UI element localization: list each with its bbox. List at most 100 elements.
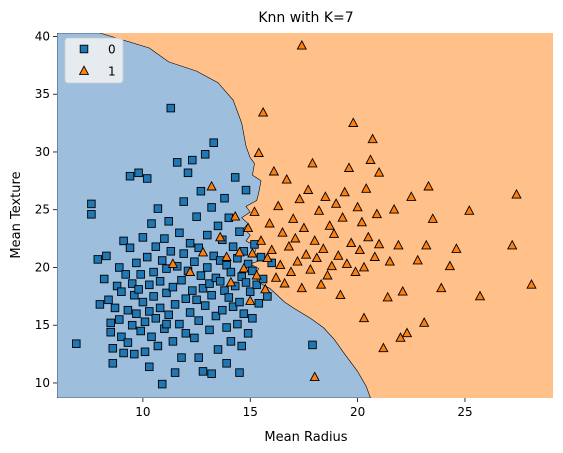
point-class-1 [341, 258, 353, 268]
y-tick-label: 20 [35, 260, 50, 274]
point-class-1 [215, 231, 226, 242]
point-class-1 [350, 266, 361, 276]
point-class-0 [179, 249, 188, 258]
point-class-1 [296, 282, 307, 293]
point-class-0 [252, 280, 261, 290]
point-class-1 [262, 252, 273, 263]
point-class-0 [200, 301, 210, 310]
x-axis-label: Mean Radius [264, 430, 347, 445]
point-class-0 [188, 286, 197, 295]
point-class-0 [138, 233, 148, 242]
point-class-0 [127, 279, 137, 288]
point-class-0 [130, 290, 139, 300]
point-class-0 [160, 234, 169, 243]
point-class-0 [157, 379, 167, 389]
series-1 [167, 39, 537, 382]
point-class-0 [213, 221, 223, 231]
point-class-0 [177, 353, 186, 362]
point-class-1 [247, 247, 258, 258]
point-class-1 [251, 269, 262, 280]
x-tick-label: 10 [135, 405, 150, 419]
point-class-0 [102, 251, 111, 261]
legend-label-0: 0 [108, 43, 116, 57]
point-class-0 [233, 319, 242, 329]
point-class-0 [235, 368, 244, 377]
point-class-0 [106, 327, 115, 337]
point-class-0 [222, 323, 231, 332]
point-class-1 [326, 260, 337, 271]
legend-box [64, 37, 124, 84]
point-class-0 [142, 252, 152, 262]
point-class-0 [147, 219, 156, 228]
point-class-1 [309, 371, 320, 382]
point-class-0 [168, 282, 178, 292]
point-class-0 [132, 258, 141, 268]
point-class-0 [119, 348, 128, 358]
point-class-0 [263, 292, 272, 301]
point-class-0 [155, 303, 165, 313]
point-class-0 [117, 287, 126, 296]
series-0 [72, 103, 317, 389]
point-class-1 [423, 180, 434, 191]
point-class-0 [241, 278, 251, 287]
point-class-1 [358, 261, 370, 272]
point-class-1 [268, 165, 280, 176]
point-class-1 [406, 191, 417, 201]
point-class-0 [172, 158, 182, 167]
point-class-0 [108, 359, 118, 368]
point-class-0 [183, 168, 193, 178]
point-class-1 [257, 106, 269, 117]
point-class-1 [343, 162, 355, 172]
point-class-0 [200, 150, 210, 159]
point-class-1 [330, 198, 342, 208]
point-class-0 [185, 308, 195, 317]
point-class-0 [196, 186, 206, 196]
point-class-0 [198, 367, 208, 376]
point-class-0 [112, 281, 122, 291]
point-class-0 [205, 279, 214, 288]
point-class-1 [393, 239, 404, 250]
point-class-1 [296, 39, 307, 50]
point-class-1 [273, 200, 284, 211]
legend-marker-1 [78, 65, 90, 75]
point-class-0 [162, 264, 171, 273]
point-class-1 [318, 243, 329, 253]
point-class-0 [164, 217, 173, 226]
point-class-0 [181, 294, 191, 303]
point-class-0 [185, 238, 195, 248]
point-class-0 [151, 242, 161, 251]
point-class-0 [222, 359, 231, 368]
point-class-0 [239, 309, 249, 318]
point-class-0 [95, 300, 105, 309]
point-class-0 [237, 272, 246, 281]
point-class-1 [300, 249, 312, 259]
point-class-0 [110, 303, 120, 313]
point-class-0 [130, 349, 139, 359]
x-tick-label: 25 [457, 405, 472, 419]
point-class-0 [168, 337, 178, 346]
point-class-0 [207, 369, 216, 378]
point-class-1 [322, 269, 333, 280]
point-class-1 [373, 167, 385, 177]
point-class-1 [167, 258, 179, 268]
point-class-0 [142, 174, 152, 183]
y-tick-label: 10 [35, 376, 50, 390]
point-class-0 [115, 263, 124, 272]
plot-area [57, 33, 553, 398]
point-class-0 [196, 271, 206, 280]
point-class-1 [315, 279, 327, 289]
point-class-1 [373, 238, 385, 249]
point-class-0 [166, 103, 176, 113]
point-class-0 [145, 307, 154, 316]
point-class-0 [108, 344, 118, 353]
point-class-0 [190, 257, 199, 266]
point-class-1 [358, 312, 370, 323]
point-class-0 [125, 171, 135, 181]
point-class-1 [427, 213, 438, 223]
legend-label-1: 1 [108, 65, 116, 79]
point-class-1 [444, 260, 456, 271]
point-class-1 [436, 282, 447, 293]
point-class-0 [119, 236, 128, 246]
x-tick-label: 20 [350, 405, 365, 419]
point-class-0 [147, 332, 156, 342]
